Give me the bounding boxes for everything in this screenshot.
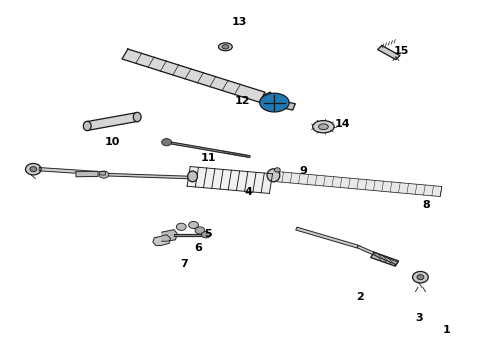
Polygon shape — [166, 141, 250, 157]
Ellipse shape — [417, 275, 424, 280]
Polygon shape — [76, 171, 98, 177]
Polygon shape — [212, 169, 223, 189]
Text: 8: 8 — [422, 200, 430, 210]
Text: 1: 1 — [443, 325, 451, 336]
Polygon shape — [39, 168, 105, 175]
Text: 5: 5 — [204, 229, 212, 239]
Polygon shape — [273, 99, 295, 110]
Polygon shape — [273, 171, 442, 197]
Polygon shape — [153, 235, 171, 246]
Text: 10: 10 — [105, 137, 121, 147]
Polygon shape — [187, 167, 198, 187]
Ellipse shape — [188, 171, 197, 182]
Ellipse shape — [274, 168, 280, 172]
Ellipse shape — [413, 271, 428, 283]
Text: 11: 11 — [200, 153, 216, 163]
Ellipse shape — [133, 112, 141, 122]
Polygon shape — [122, 49, 265, 102]
Polygon shape — [253, 172, 264, 193]
Ellipse shape — [318, 124, 328, 130]
Text: 3: 3 — [415, 312, 423, 323]
Polygon shape — [105, 174, 189, 179]
Polygon shape — [203, 168, 215, 188]
Ellipse shape — [83, 121, 91, 131]
Text: 13: 13 — [231, 17, 247, 27]
Polygon shape — [237, 171, 248, 191]
Text: 4: 4 — [245, 186, 253, 197]
Ellipse shape — [25, 163, 41, 175]
Polygon shape — [228, 170, 240, 190]
Ellipse shape — [219, 43, 232, 51]
Polygon shape — [245, 172, 256, 192]
Ellipse shape — [189, 221, 198, 229]
Text: 12: 12 — [235, 96, 250, 106]
Ellipse shape — [176, 223, 186, 230]
Polygon shape — [264, 92, 277, 104]
Ellipse shape — [313, 121, 334, 133]
Polygon shape — [162, 230, 177, 241]
Polygon shape — [174, 234, 206, 236]
Ellipse shape — [201, 231, 210, 238]
Polygon shape — [86, 113, 139, 130]
Ellipse shape — [267, 169, 280, 182]
Polygon shape — [357, 246, 398, 265]
Ellipse shape — [222, 45, 229, 49]
Ellipse shape — [260, 93, 289, 112]
Ellipse shape — [195, 227, 205, 234]
Text: 14: 14 — [335, 119, 351, 129]
Text: 15: 15 — [394, 46, 410, 56]
Polygon shape — [296, 227, 358, 248]
Text: 2: 2 — [356, 292, 364, 302]
Polygon shape — [378, 45, 400, 60]
Polygon shape — [196, 167, 207, 188]
Ellipse shape — [262, 95, 287, 111]
Text: 6: 6 — [195, 243, 202, 253]
Ellipse shape — [162, 139, 172, 146]
Text: 9: 9 — [299, 166, 307, 176]
Ellipse shape — [30, 167, 37, 172]
Ellipse shape — [99, 171, 109, 178]
Polygon shape — [220, 170, 231, 190]
Polygon shape — [371, 252, 398, 266]
Polygon shape — [261, 173, 272, 193]
Text: 7: 7 — [180, 258, 188, 269]
